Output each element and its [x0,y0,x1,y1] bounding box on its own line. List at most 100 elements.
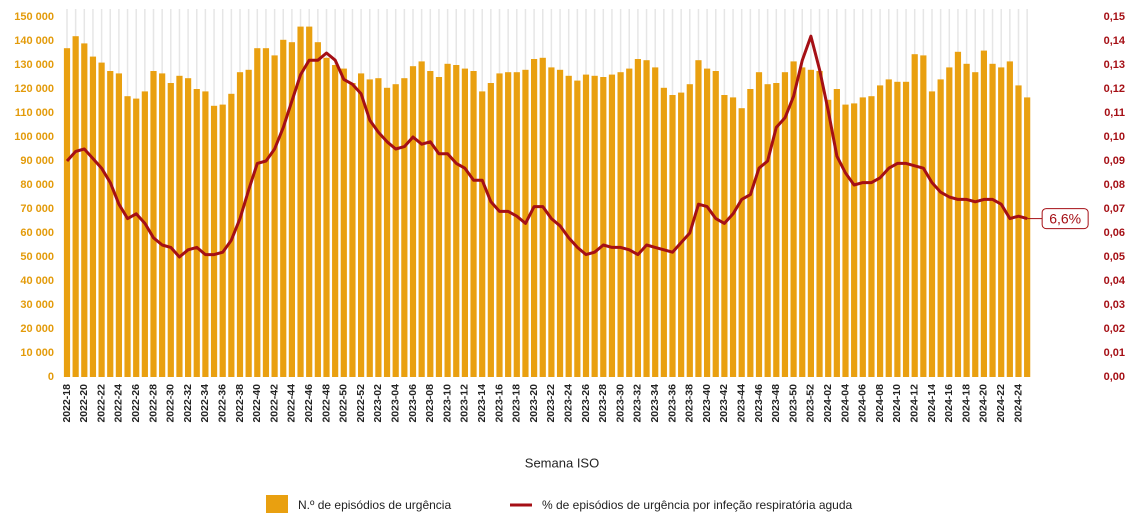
x-tick-label: 2023-22 [545,384,557,423]
bar [98,62,105,377]
x-tick-label: 2023-32 [632,384,644,423]
y2-tick-label: 0,07 [1104,203,1125,215]
bar [496,73,503,378]
bar [721,95,728,377]
bar [358,73,365,378]
y-tick-label: 40 000 [20,275,54,287]
y2-tick-label: 0,01 [1104,347,1125,359]
bar [185,78,192,377]
bar [747,89,754,377]
x-tick-label: 2022-42 [268,384,280,423]
y-tick-label: 140 000 [14,35,54,47]
x-tick-label: 2024-06 [857,384,869,423]
bar [150,71,157,377]
bar [392,84,399,377]
bar [271,55,278,378]
bar [946,67,953,378]
x-tick-label: 2023-20 [528,384,540,423]
x-tick-label: 2023-44 [735,384,747,423]
end-label: 6,6% [1049,210,1081,226]
bar [902,81,910,378]
bar [435,77,443,377]
bar [608,74,616,377]
bar [669,95,676,377]
bar [937,79,944,378]
bar [980,50,987,377]
bar [288,42,295,377]
legend-label: N.º de episódios de urgência [298,498,451,512]
y-tick-label: 80 000 [20,179,54,191]
x-tick-label: 2024-18 [960,384,972,423]
bar [816,71,823,377]
x-tick-label: 2022-52 [355,384,367,423]
bar [461,68,468,377]
bar [444,63,451,378]
bar [712,71,719,377]
x-tick-label: 2024-02 [822,384,834,423]
bar [911,54,918,377]
x-tick-label: 2022-18 [61,384,73,423]
x-tick-label: 2023-48 [770,384,782,423]
bar [487,83,494,377]
y-tick-label: 10 000 [20,347,54,359]
y2-tick-label: 0,06 [1104,227,1125,239]
x-tick-label: 2023-06 [407,384,419,423]
bar [998,67,1005,378]
bar [738,108,745,377]
x-tick-label: 2024-16 [943,384,955,423]
x-tick-label: 2023-10 [441,384,453,423]
x-tick-label: 2022-20 [78,384,90,423]
bar [729,97,737,378]
bar [228,93,235,378]
y-tick-label: 0 [48,371,54,383]
bar [781,72,789,377]
y2-tick-label: 0,09 [1104,155,1125,167]
bar [340,68,347,377]
bar [695,60,702,377]
x-tick-label: 2023-52 [805,384,817,423]
bar [219,104,226,377]
bar [842,104,849,377]
y-tick-label: 60 000 [20,227,54,239]
y-tick-label: 130 000 [14,59,54,71]
bar [202,91,209,378]
x-tick-label: 2022-26 [130,384,142,423]
bar [963,63,970,378]
x-tick-label: 2022-32 [182,384,194,423]
x-tick-label: 2024-22 [995,384,1007,423]
y-tick-label: 120 000 [14,83,54,95]
bar [868,96,875,377]
bar [755,72,763,377]
y2-tick-label: 0,15 [1104,11,1125,23]
y2-tick-label: 0,08 [1104,179,1125,191]
x-tick-label: 2024-10 [891,384,903,423]
x-tick-label: 2022-48 [320,384,332,423]
y2-tick-label: 0,10 [1104,131,1125,143]
x-tick-label: 2022-36 [216,384,228,423]
bar [885,79,892,378]
y-tick-label: 150 000 [14,11,54,23]
x-tick-label: 2022-44 [286,384,298,423]
bar [954,51,962,378]
x-tick-label: 2023-04 [389,384,401,423]
bar [825,99,832,378]
x-tick-label: 2023-40 [701,384,713,423]
x-tick-label: 2022-50 [338,384,350,423]
y-tick-label: 100 000 [14,131,54,143]
x-tick-label: 2022-46 [303,384,315,423]
y2-tick-label: 0,13 [1104,59,1125,71]
y-tick-label: 30 000 [20,299,54,311]
bar [548,67,555,378]
bar [245,69,252,378]
x-tick-label: 2023-08 [424,384,436,423]
y2-tick-label: 0,03 [1104,299,1125,311]
bar [851,103,858,378]
bar [141,91,148,378]
bar [928,91,936,378]
label-box [1041,208,1089,230]
y2-tick-label: 0,05 [1104,251,1125,263]
bar [72,36,79,377]
y-tick-label: 20 000 [20,323,54,335]
x-tick-label: 2023-42 [718,384,730,423]
